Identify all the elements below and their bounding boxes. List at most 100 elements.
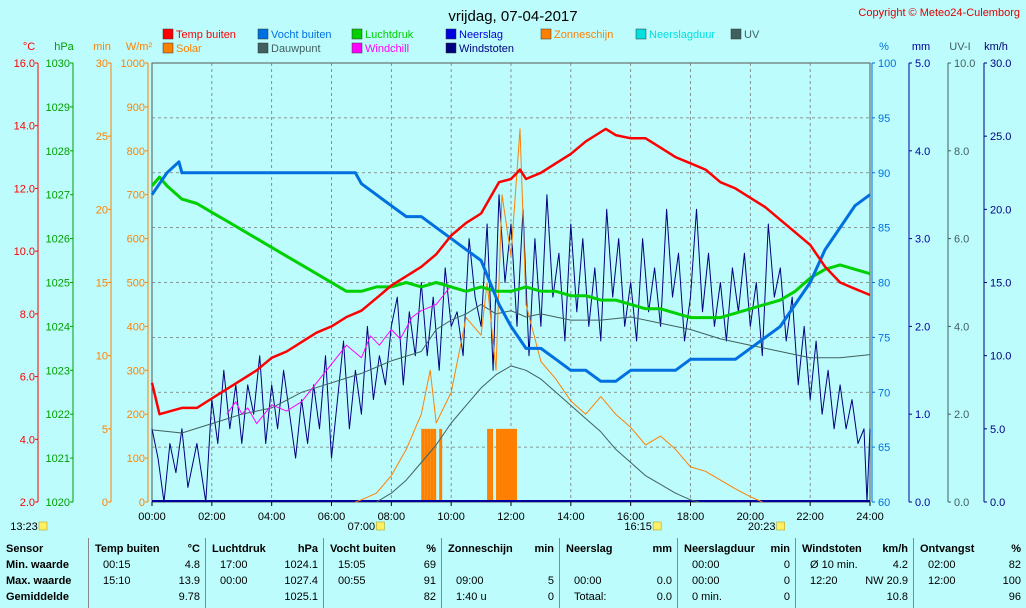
- stats-column: Ontvangst% 02:00 82 12:00 100 96: [913, 538, 1026, 608]
- axis-tick-label: 4.0: [20, 434, 35, 446]
- series-line-solar: [355, 128, 763, 503]
- axis-tick-label: 60: [878, 497, 890, 509]
- legend-swatch: [257, 42, 269, 54]
- legend-swatch: [351, 28, 363, 40]
- sunshine-bar: [490, 428, 494, 502]
- axis-tick-label: 400: [127, 321, 145, 333]
- axis-tick-label: 1029: [46, 102, 70, 114]
- axis-tick-label: 70: [878, 387, 890, 399]
- axis-tick-label: 25.0: [990, 131, 1011, 143]
- stats-cell-value: 82: [423, 591, 436, 603]
- stats-column: Temp buiten °C 00:15 4.8 15:10 13.9 9.78: [88, 538, 206, 608]
- sunshine-bar: [502, 428, 506, 502]
- axis-unit-solar: W/m²: [126, 41, 153, 53]
- legend-label: Neerslagduur: [649, 29, 715, 41]
- sunshine-bar: [424, 428, 428, 502]
- x-tick-label: 22:00: [796, 511, 824, 523]
- stats-column: Luchtdruk hPa 17:00 1024.1 00:00 1027.4 1025.1: [205, 538, 324, 608]
- legend-swatch: [445, 42, 457, 54]
- stats-cell-value: 9.78: [178, 591, 200, 603]
- axis-unit-humidity: %: [879, 41, 889, 53]
- series-line-uv: [376, 365, 700, 503]
- stats-cell-label: 00:55: [338, 575, 366, 587]
- stats-header: Sensor: [6, 543, 44, 555]
- stats-cell-value: 13.9: [178, 575, 200, 587]
- axis-tick-label: 900: [127, 102, 145, 114]
- stats-cell-value: 1024.1: [284, 559, 318, 571]
- axis-tick-label: 8.0: [954, 146, 969, 158]
- chart-title: vrijdag, 07-04-2017: [448, 8, 577, 25]
- axis-tick-label: 800: [127, 146, 145, 158]
- copyright-text: Copyright © Meteo24-Culemborg: [858, 7, 1020, 19]
- axis-tick-label: 90: [878, 168, 890, 180]
- axis-tick-label: 20.0: [990, 204, 1011, 216]
- x-tick-label: 10:00: [437, 511, 465, 523]
- x-tick-label: 24:00: [856, 511, 884, 523]
- axis-tick-label: 20: [96, 204, 108, 216]
- stats-cell-label: Max. waarde: [6, 575, 72, 587]
- stats-cell-value: 96: [1008, 591, 1021, 603]
- stats-unit: °C: [187, 543, 200, 555]
- series-line-vocht-buiten: [150, 160, 871, 383]
- axis-tick-label: 5.0: [915, 58, 930, 70]
- axis-tick-label: 10.0: [990, 351, 1011, 363]
- stats-header: Windstoten: [802, 543, 862, 555]
- stats-cell-label: 00:15: [103, 559, 131, 571]
- stats-cell-value: 4.8: [184, 559, 200, 571]
- axis-tick-label: 5: [102, 424, 108, 436]
- stats-column: Neerslagduur min 00:00 0 00:00 0 0 min. 0: [677, 538, 796, 608]
- sun-marker-icon: [376, 521, 385, 531]
- axis-tick-label: 16.0: [14, 58, 35, 70]
- stats-cell-value: 5: [547, 575, 554, 587]
- stats-cell-value: 0.0: [656, 575, 672, 587]
- axis-tick-label: 5.0: [990, 424, 1005, 436]
- x-tick-label: 04:00: [258, 511, 286, 523]
- sunshine-bar: [439, 428, 443, 502]
- stats-cell-label: 00:00: [692, 559, 720, 571]
- sun-marker-label: 16:15: [624, 521, 652, 533]
- x-tick-label: 20:00: [737, 511, 765, 523]
- axis-tick-label: 12.0: [14, 183, 35, 195]
- stats-column: Neerslag mm 00:00 0.0 Totaal: 0.0: [559, 538, 678, 608]
- sun-marker-label: 07:00: [348, 521, 376, 533]
- x-tick-label: 16:00: [617, 511, 645, 523]
- stats-header: Ontvangst: [920, 543, 975, 555]
- stats-column: Vocht buiten% 15:05 69 00:55 91 82: [323, 538, 442, 608]
- legend-label: Neerslag: [459, 29, 503, 41]
- stats-header: Neerslag: [566, 543, 613, 555]
- stats-cell-label: 00:00: [692, 575, 720, 587]
- legend-swatch: [445, 28, 457, 40]
- axis-tick-label: 85: [878, 223, 890, 235]
- stats-cell-value: 1027.4: [284, 575, 318, 587]
- axis-tick-label: 4.0: [915, 146, 930, 158]
- stats-cell-value: 1025.1: [284, 591, 318, 603]
- stats-unit: %: [1011, 543, 1021, 555]
- axis-tick-label: 1000: [121, 58, 145, 70]
- x-tick-label: 08:00: [378, 511, 406, 523]
- stats-header: Luchtdruk: [212, 543, 266, 555]
- series-line-luchtdruk: [150, 175, 871, 320]
- axis-tick-label: 1020: [46, 497, 70, 509]
- axis-tick-label: 3.0: [915, 234, 930, 246]
- stats-cell-label: 17:00: [220, 559, 248, 571]
- legend-swatch: [635, 28, 647, 40]
- axis-tick-label: 1025: [46, 278, 70, 290]
- axis-tick-label: 1024: [46, 321, 70, 333]
- stats-cell-value: 69: [423, 559, 436, 571]
- stats-cell-label: Totaal:: [574, 591, 607, 603]
- axis-tick-label: 1027: [46, 190, 70, 202]
- sunshine-bar: [508, 428, 511, 502]
- axis-tick-label: 2.0: [915, 321, 930, 333]
- axis-tick-label: 1022: [46, 409, 70, 421]
- axis-tick-label: 1021: [46, 453, 70, 465]
- legend-swatch: [162, 42, 174, 54]
- stats-cell-value: 100: [1002, 575, 1021, 587]
- x-tick-label: 18:00: [677, 511, 705, 523]
- axis-tick-label: 80: [878, 278, 890, 290]
- stats-unit: mm: [652, 543, 672, 555]
- sunshine-bar: [433, 428, 437, 502]
- stats-cell-value: 0.0: [656, 591, 672, 603]
- axis-tick-label: 8.0: [20, 309, 35, 321]
- stats-column: Sensor Min. waarde Max. waarde Gemiddelde: [0, 538, 88, 608]
- stats-unit: %: [426, 543, 436, 555]
